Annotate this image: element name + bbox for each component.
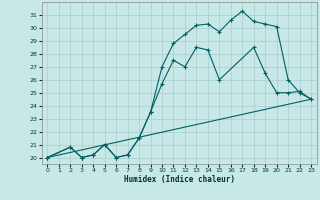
X-axis label: Humidex (Indice chaleur): Humidex (Indice chaleur) xyxy=(124,175,235,184)
